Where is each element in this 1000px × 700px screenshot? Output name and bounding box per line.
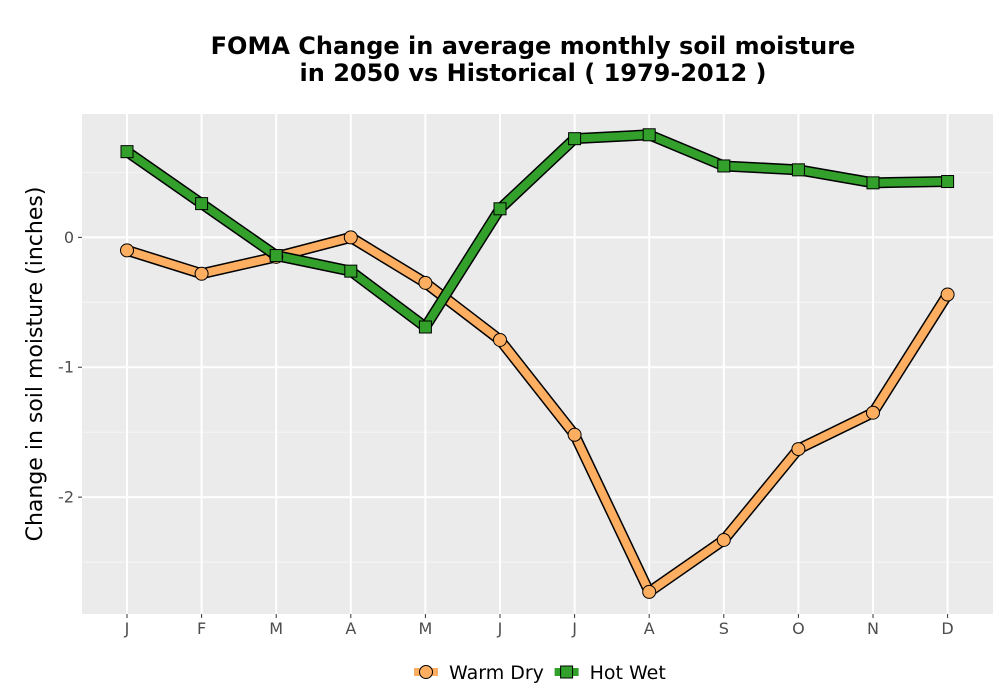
point-hot-wet bbox=[791, 163, 805, 177]
grid-major bbox=[82, 114, 993, 614]
x-tick-label: A bbox=[644, 619, 655, 638]
point-hot-wet bbox=[344, 264, 358, 278]
legend-key-marker-warm-dry bbox=[419, 665, 433, 679]
point-warm-dry bbox=[194, 266, 209, 281]
point-hot-wet bbox=[568, 132, 582, 146]
x-tick-label: F bbox=[197, 619, 206, 638]
y-axis-ticks: 0 -1 -2 bbox=[58, 228, 82, 507]
point-hot-wet bbox=[418, 320, 432, 334]
point-warm-dry bbox=[642, 584, 657, 599]
chart-title-line-2: in 2050 vs Historical ( 1979-2012 ) bbox=[300, 59, 767, 87]
y-tick-label: -1 bbox=[58, 358, 74, 377]
point-warm-dry bbox=[120, 243, 134, 258]
point-hot-wet bbox=[195, 197, 209, 211]
x-tick-label: J bbox=[124, 619, 130, 638]
x-tick-label: N bbox=[867, 619, 879, 638]
point-hot-wet bbox=[269, 249, 283, 263]
point-hot-wet bbox=[866, 176, 880, 190]
legend-label-hot-wet: Hot Wet bbox=[590, 662, 666, 684]
series-line-hot-wet bbox=[123, 130, 952, 331]
x-tick-label: M bbox=[418, 619, 432, 638]
point-warm-dry bbox=[343, 230, 358, 245]
point-hot-wet bbox=[120, 145, 134, 159]
x-tick-label: O bbox=[792, 619, 805, 638]
x-tick-label: J bbox=[497, 619, 503, 638]
point-hot-wet bbox=[642, 128, 656, 142]
series-layer bbox=[120, 128, 955, 599]
x-tick-label: D bbox=[941, 619, 953, 638]
point-hot-wet bbox=[717, 159, 731, 173]
y-tick-label: -2 bbox=[58, 488, 74, 507]
point-warm-dry bbox=[866, 405, 880, 420]
point-warm-dry bbox=[493, 332, 507, 347]
x-tick-label: A bbox=[345, 619, 356, 638]
chart-title-line-1: FOMA Change in average monthly soil mois… bbox=[211, 32, 856, 60]
x-tick-label: S bbox=[719, 619, 729, 638]
plot-panel bbox=[82, 114, 993, 614]
point-warm-dry bbox=[567, 427, 582, 442]
x-tick-label: M bbox=[269, 619, 283, 638]
point-hot-wet bbox=[493, 202, 507, 216]
y-axis-title: Change in soil moisture (inches) bbox=[23, 187, 48, 542]
series-line-warm-dry bbox=[123, 233, 952, 596]
point-hot-wet bbox=[941, 175, 955, 189]
point-warm-dry bbox=[716, 532, 731, 547]
x-tick-label: J bbox=[571, 619, 577, 638]
legend-label-warm-dry: Warm Dry bbox=[449, 662, 544, 684]
legend-key-marker-hot-wet bbox=[560, 665, 574, 679]
legend: Warm Dry Hot Wet bbox=[414, 662, 666, 684]
point-warm-dry bbox=[418, 275, 433, 290]
point-warm-dry bbox=[940, 287, 955, 302]
point-warm-dry bbox=[791, 442, 806, 457]
y-tick-label: 0 bbox=[64, 228, 74, 247]
